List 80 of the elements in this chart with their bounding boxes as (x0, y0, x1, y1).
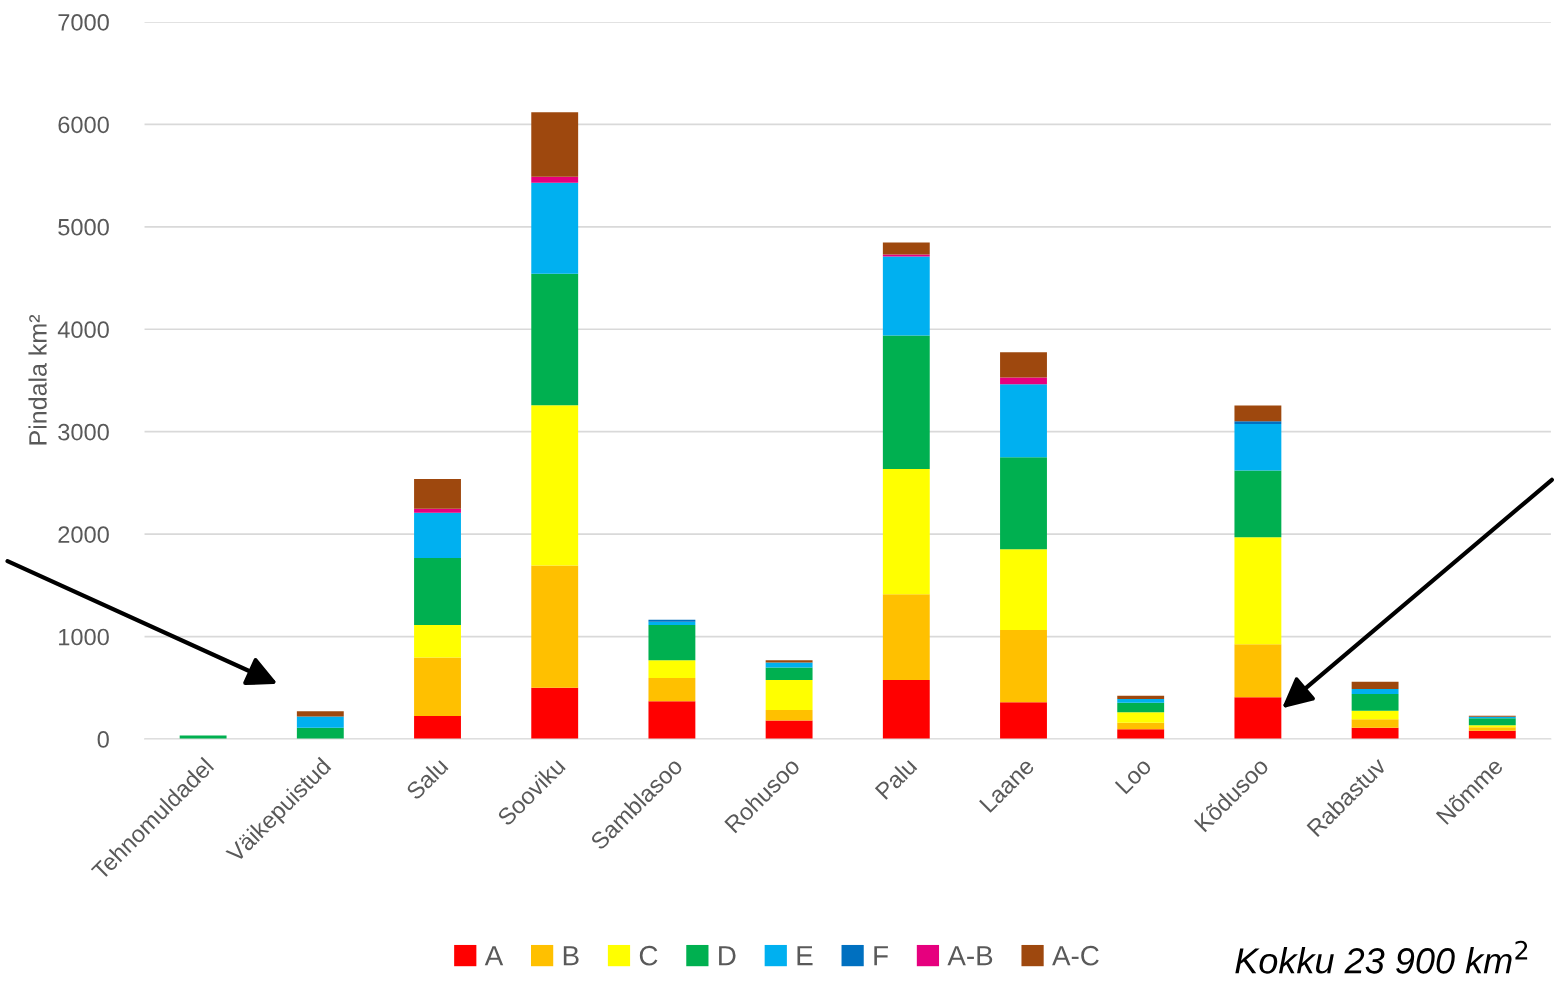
bar (648, 701, 696, 740)
bar (648, 660, 696, 679)
bar (1468, 718, 1516, 726)
legend-label: D (719, 946, 736, 966)
bar (1117, 722, 1165, 730)
bar (765, 680, 813, 711)
y-tick-label: 2000 (58, 526, 109, 543)
x-tick-label: Salu (404, 756, 449, 801)
bar (531, 182, 579, 274)
bar (1117, 729, 1165, 740)
bar (648, 619, 696, 622)
bar (1234, 470, 1282, 538)
bar (1351, 681, 1399, 690)
bar (765, 660, 813, 663)
bar (648, 625, 696, 661)
bar (531, 176, 579, 183)
bar (414, 625, 461, 658)
bar (1234, 421, 1282, 424)
bar (1117, 699, 1165, 703)
bar (765, 662, 813, 668)
bar (1000, 549, 1047, 631)
bar (1000, 702, 1047, 740)
bar (531, 405, 579, 566)
legend-label: F (874, 946, 888, 966)
bar (1000, 384, 1047, 458)
y-tick-label: 3000 (58, 423, 109, 441)
y-tick-label: 7000 (58, 13, 109, 31)
bar (882, 680, 930, 740)
bar (882, 468, 930, 595)
bar (1351, 689, 1399, 695)
x-tick-label: Palu (874, 756, 918, 801)
bar (414, 512, 461, 558)
y-tick-label: 6000 (58, 116, 109, 134)
bar (765, 720, 813, 740)
bar (1234, 537, 1282, 645)
legend-label: A-B (947, 946, 993, 966)
y-tick-label: 5000 (58, 218, 109, 236)
bar (1234, 423, 1282, 471)
legend-label: A (484, 946, 504, 966)
bar (1000, 352, 1047, 378)
y-axis-title: Pindala km² (28, 314, 47, 445)
y-tick-label: 1000 (59, 628, 109, 646)
y-tick-label: 4000 (57, 321, 109, 339)
bar (882, 256, 930, 336)
bar (1351, 710, 1399, 720)
bar (882, 335, 930, 469)
bar (1000, 377, 1047, 385)
bar (1117, 702, 1165, 713)
legend-label: E (797, 946, 813, 966)
bar (531, 565, 579, 688)
y-tick-label: 0 (97, 731, 109, 748)
bar (1000, 630, 1047, 703)
legend-label: B (563, 946, 579, 966)
bar (648, 678, 696, 702)
bar (531, 273, 579, 406)
bar (414, 508, 461, 513)
bar (414, 557, 461, 626)
bar (414, 715, 461, 740)
bar (414, 479, 461, 509)
bar (531, 687, 579, 740)
legend-label: A-C (1052, 945, 1099, 966)
bar (882, 254, 930, 257)
bar (882, 242, 930, 255)
bar (296, 716, 344, 728)
bar (296, 711, 344, 717)
bar (1234, 697, 1282, 740)
bar (414, 657, 461, 716)
bar (1351, 694, 1399, 711)
bar (1351, 719, 1399, 728)
bar (531, 112, 579, 177)
bar (1000, 457, 1047, 550)
bar (1117, 712, 1165, 723)
bar (765, 667, 813, 681)
x-tick-label: Loo (1114, 757, 1153, 795)
text: Kokku 23 900 km$^{2}$ (1235, 940, 1528, 974)
bar (882, 594, 930, 681)
bar (1234, 644, 1282, 698)
legend-label: C (639, 945, 658, 966)
bar (765, 710, 813, 721)
bar (1234, 405, 1282, 422)
